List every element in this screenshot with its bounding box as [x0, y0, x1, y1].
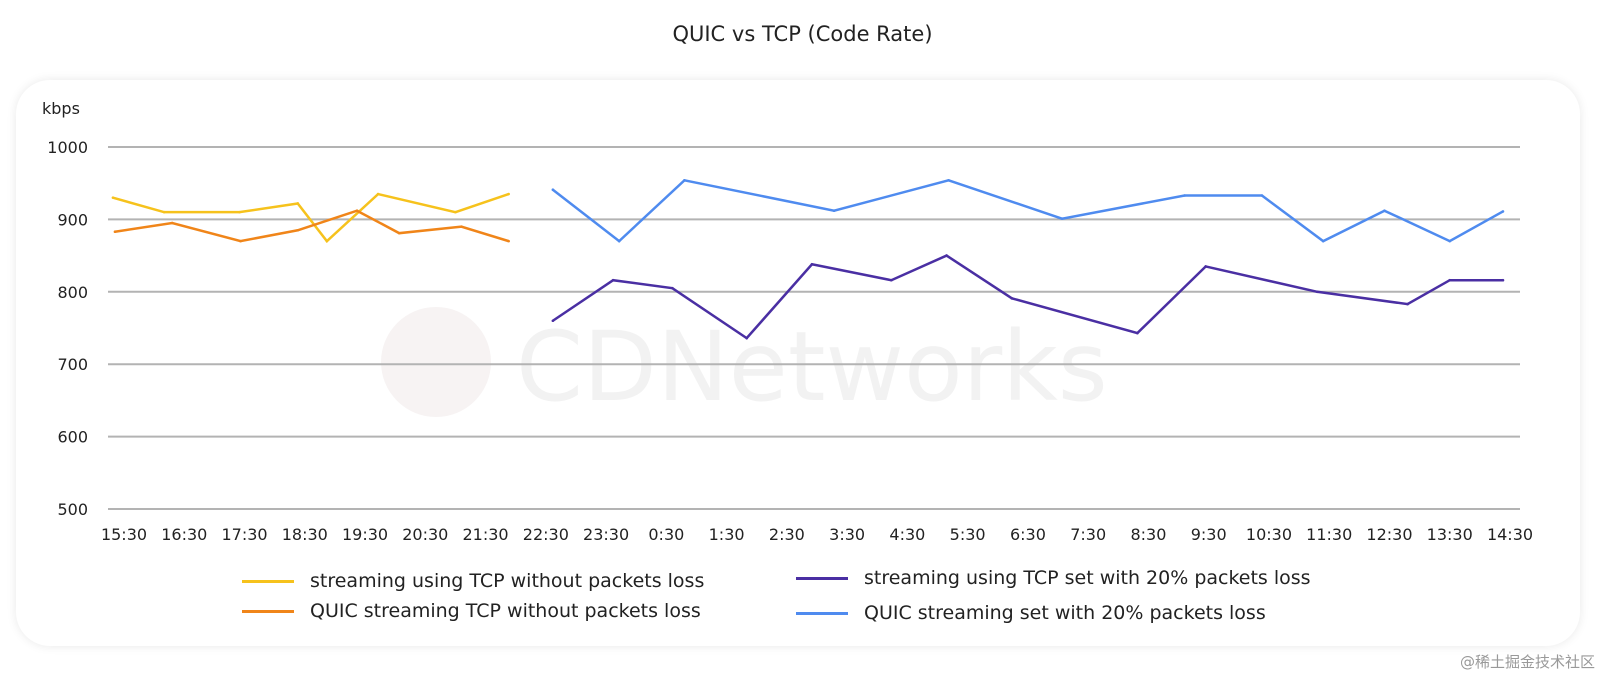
data-point — [671, 286, 674, 290]
y-axis-label: kbps — [42, 99, 80, 118]
data-point — [1136, 331, 1139, 335]
x-tick-label: 19:30 — [342, 525, 388, 544]
data-point — [1383, 209, 1386, 213]
data-point — [296, 228, 300, 232]
x-tick-label: 12:30 — [1366, 525, 1412, 544]
x-tick-label: 5:30 — [950, 525, 986, 544]
data-point — [1010, 297, 1014, 300]
data-point — [551, 319, 555, 323]
y-tick-label: 1000 — [47, 138, 88, 157]
data-point — [507, 192, 510, 196]
x-tick-label: 1:30 — [709, 525, 745, 544]
data-point — [1204, 265, 1207, 268]
data-point — [113, 230, 117, 234]
x-tick-label: 20:30 — [402, 525, 448, 544]
x-tick-label: 22:30 — [523, 525, 569, 544]
series-line-3 — [552, 178, 1504, 243]
legend-swatch — [242, 609, 294, 613]
data-point — [611, 278, 615, 282]
data-point — [810, 262, 814, 266]
x-tick-label: 18:30 — [282, 525, 328, 544]
series-line-1 — [114, 209, 510, 243]
data-point — [1501, 278, 1505, 282]
legend-label: streaming using TCP without packets loss — [310, 570, 705, 592]
x-tick-label: 10:30 — [1246, 525, 1292, 544]
data-point — [1501, 210, 1505, 213]
data-point — [325, 239, 329, 243]
data-point — [947, 179, 950, 182]
y-tick-label: 900 — [57, 210, 88, 229]
legend-label: streaming using TCP set with 20% packets… — [864, 567, 1311, 589]
data-point — [507, 239, 510, 243]
data-point — [296, 202, 300, 205]
x-tick-label: 15:30 — [101, 525, 147, 544]
x-tick-label: 2:30 — [769, 525, 805, 544]
data-point — [1448, 278, 1452, 282]
legend-label: QUIC streaming set with 20% packets loss — [864, 602, 1266, 624]
legend-swatch — [796, 576, 848, 580]
legend-swatch — [242, 579, 294, 583]
x-tick-label: 11:30 — [1306, 525, 1352, 544]
x-tick-label: 3:30 — [829, 525, 865, 544]
legend-item-quic-20-loss: QUIC streaming set with 20% packets loss — [796, 602, 1266, 624]
data-point — [551, 188, 555, 192]
series-line-2 — [552, 254, 1503, 340]
x-tick-label: 6:30 — [1010, 525, 1046, 544]
watermark-logo-mark — [381, 307, 491, 417]
x-tick-label: 23:30 — [583, 525, 629, 544]
chart-title: QUIC vs TCP (Code Rate) — [672, 22, 933, 46]
data-point — [454, 210, 457, 214]
data-point — [1315, 290, 1319, 294]
data-point — [162, 210, 166, 214]
legend-label: QUIC streaming TCP without packets loss — [310, 600, 701, 622]
x-tick-label: 16:30 — [161, 525, 207, 544]
data-point — [945, 254, 948, 257]
series-line-0 — [112, 192, 510, 243]
x-tick-label: 7:30 — [1070, 525, 1106, 544]
legend-item-quic-no-loss: QUIC streaming TCP without packets loss — [242, 600, 701, 622]
data-point — [460, 225, 463, 228]
data-point — [238, 210, 241, 214]
credit-watermark: @稀土掘金技术社区 — [1459, 653, 1595, 671]
y-tick-label: 500 — [57, 500, 88, 519]
x-tick-label: 21:30 — [463, 525, 509, 544]
data-point — [683, 179, 686, 182]
data-point — [832, 209, 836, 213]
data-point — [376, 192, 380, 196]
legend-item-tcp-no-loss: streaming using TCP without packets loss — [242, 570, 704, 592]
data-point — [1321, 239, 1325, 243]
data-point — [170, 221, 174, 225]
x-tick-label: 9:30 — [1191, 525, 1227, 544]
line-chart: CDNetworks kbps 1000 900 800 700 600 500 15:30 16… — [42, 99, 1533, 544]
data-point — [1183, 194, 1186, 197]
legend-item-tcp-20-loss: streaming using TCP set with 20% packets… — [796, 567, 1311, 589]
data-point — [1406, 302, 1409, 306]
y-tick-label: 600 — [57, 428, 88, 447]
data-point — [1448, 239, 1452, 243]
chart-card: CDNetworks kbps 1000 900 800 700 600 500 15:30 16… — [16, 80, 1580, 646]
x-tick-label: 13:30 — [1427, 525, 1473, 544]
x-tick-label: 0:30 — [648, 525, 684, 544]
x-tick-label: 4:30 — [889, 525, 925, 544]
data-point — [239, 239, 242, 243]
y-tick-label: 700 — [57, 355, 88, 374]
x-tick-label: 8:30 — [1130, 525, 1166, 544]
watermark-logo: CDNetworks — [516, 311, 1108, 423]
x-tick-label: 14:30 — [1487, 525, 1533, 544]
legend-swatch — [796, 611, 848, 615]
data-point — [890, 278, 893, 282]
x-tick-label: 17:30 — [221, 525, 267, 544]
data-point — [745, 336, 748, 340]
data-point — [355, 209, 359, 213]
data-point — [617, 239, 621, 243]
data-point — [1060, 217, 1064, 220]
y-tick-label: 800 — [57, 283, 88, 302]
data-point — [397, 231, 401, 235]
data-point — [1260, 194, 1264, 197]
data-point — [111, 196, 115, 199]
